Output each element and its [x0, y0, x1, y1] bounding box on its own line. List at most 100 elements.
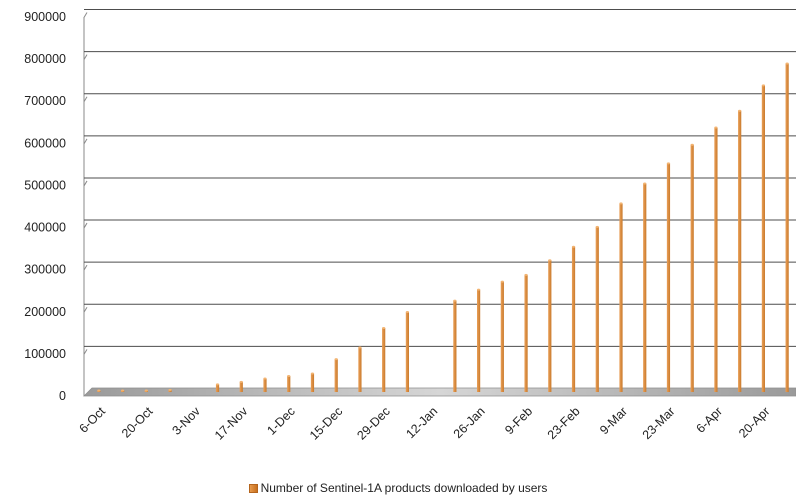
- bar: [144, 389, 148, 392]
- legend-swatch: [248, 484, 258, 493]
- bar-top: [500, 280, 504, 283]
- bar: [239, 380, 243, 392]
- x-tick-label: 1-Dec: [264, 404, 297, 437]
- chart-floor: [83, 387, 796, 397]
- bar: [785, 62, 789, 393]
- bar: [263, 377, 267, 392]
- x-tick-label: 20-Apr: [736, 404, 772, 440]
- bar-top: [168, 388, 172, 391]
- bar-body: [595, 226, 599, 392]
- bar-body: [738, 110, 742, 392]
- gridline-depth: [83, 222, 88, 229]
- bar: [761, 84, 766, 392]
- bar-body: [571, 246, 576, 392]
- y-tick-label: 800000: [24, 52, 66, 66]
- bar-body: [524, 274, 528, 392]
- x-tick-label: 29-Dec: [354, 404, 392, 442]
- bar: [334, 358, 338, 392]
- bar-body: [215, 384, 220, 392]
- bar-top: [524, 273, 528, 276]
- bar-body: [785, 63, 789, 393]
- bar-top: [121, 389, 125, 392]
- x-tick-label: 9-Mar: [597, 404, 630, 437]
- bar: [595, 225, 599, 392]
- x-tick-label: 3-Nov: [169, 404, 203, 438]
- bar-body: [382, 327, 386, 392]
- gridline-depth: [83, 180, 88, 187]
- bar-top: [738, 109, 742, 112]
- bar: [500, 280, 504, 392]
- bar-top: [477, 288, 481, 291]
- bar-body: [310, 373, 315, 392]
- bar: [310, 372, 315, 392]
- bar-top: [453, 299, 457, 302]
- y-tick-label: 400000: [24, 221, 66, 235]
- bar: [168, 388, 172, 392]
- bar: [714, 126, 718, 392]
- gridline-depth: [83, 96, 88, 102]
- bar-top: [643, 182, 647, 185]
- bar: [405, 310, 409, 392]
- y-tick-label: 0: [59, 389, 66, 403]
- bar-body: [500, 281, 504, 392]
- gridline-depth: [83, 54, 88, 60]
- bar-top: [239, 380, 243, 383]
- x-tick-label: 23-Mar: [640, 404, 678, 442]
- bar-top: [358, 346, 362, 349]
- bar-top: [619, 202, 623, 205]
- x-tick-label: 12-Jan: [403, 404, 440, 441]
- bar-top: [714, 126, 718, 129]
- y-tick-label: 200000: [24, 305, 66, 319]
- bar-top: [263, 377, 267, 380]
- y-tick-label: 500000: [24, 178, 66, 192]
- y-tick-label: 100000: [24, 347, 66, 361]
- bar: [666, 162, 671, 392]
- bar: [738, 109, 742, 392]
- x-tick-label: 15-Dec: [307, 404, 345, 442]
- x-tick-label: 6-Oct: [76, 404, 108, 436]
- gridline-depth: [83, 349, 88, 355]
- bar: [548, 259, 552, 392]
- bar-top: [215, 383, 220, 386]
- gridline-depth: [83, 138, 88, 145]
- bar: [477, 288, 481, 392]
- bar: [382, 326, 386, 392]
- gridline-depth: [83, 264, 88, 271]
- bar-top: [548, 259, 552, 262]
- bar-body: [168, 389, 172, 392]
- bar: [619, 202, 623, 392]
- bar-body: [761, 85, 765, 392]
- bar: [358, 346, 362, 392]
- gridline-depth: [83, 307, 88, 313]
- bar-top: [310, 372, 315, 375]
- x-tick-label: 17-Nov: [212, 404, 251, 443]
- bar: [121, 389, 125, 392]
- gridline-depth: [83, 12, 88, 18]
- bar-top: [571, 245, 576, 248]
- bar-top: [144, 389, 148, 392]
- bar-body: [643, 183, 647, 392]
- bar-top: [666, 162, 671, 165]
- bar-body: [358, 347, 362, 392]
- x-tick-label: 6-Apr: [694, 404, 726, 436]
- y-tick-label: 300000: [24, 263, 66, 277]
- y-tick-label: 700000: [24, 94, 66, 108]
- bar-body: [334, 359, 338, 392]
- bar: [571, 245, 576, 392]
- bar-body: [690, 144, 694, 392]
- bar-body: [714, 127, 718, 392]
- bar-top: [761, 84, 766, 87]
- bar-top: [334, 358, 338, 361]
- legend-label: Number of Sentinel-1A products downloade…: [260, 481, 548, 495]
- bar-top: [382, 326, 386, 329]
- bar-top: [287, 374, 291, 377]
- bar-body: [477, 289, 481, 392]
- bar-top: [405, 310, 409, 313]
- bar-top: [97, 389, 101, 392]
- plot-area: 0 100000 200000 300000 400000 500000 600000 700…: [24, 9, 796, 443]
- bar-top: [690, 143, 694, 146]
- y-tick-label: 900000: [24, 10, 66, 24]
- bar: [524, 273, 528, 392]
- bar: [287, 374, 291, 392]
- x-tick-label: 9-Feb: [502, 404, 535, 437]
